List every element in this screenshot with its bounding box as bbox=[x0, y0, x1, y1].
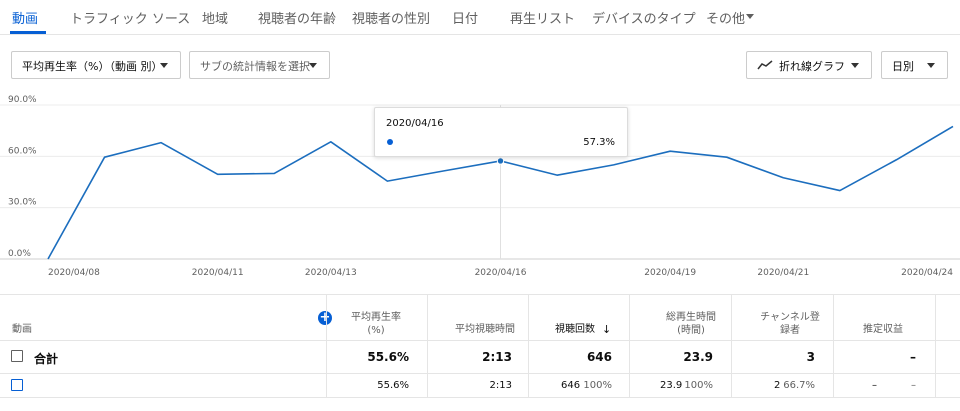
total-views: 646 bbox=[586, 350, 612, 364]
x-tick-label: 2020/04/19 bbox=[644, 268, 696, 278]
total-subscribers: 3 bbox=[806, 350, 815, 364]
sort-descending-icon[interactable]: ↓ bbox=[602, 323, 612, 336]
total-avg-percentage: 55.6% bbox=[367, 350, 409, 364]
header-line: (%) bbox=[367, 325, 385, 336]
column-header-revenue[interactable]: 推定収益 bbox=[833, 323, 933, 336]
row-subscribers-share: 66.7% bbox=[783, 380, 815, 391]
chevron-down-icon bbox=[927, 63, 935, 68]
column-header-avg-duration[interactable]: 平均視聴時間 bbox=[427, 323, 543, 336]
row-watch-time: 23.9 bbox=[660, 380, 683, 391]
x-tick-label: 2020/04/16 bbox=[475, 268, 527, 278]
total-revenue: – bbox=[910, 350, 916, 364]
header-line: チャンネル登 bbox=[760, 312, 820, 323]
y-tick-label: 60.0% bbox=[8, 146, 37, 156]
tooltip-value: 57.3% bbox=[583, 137, 615, 148]
metric-dropdown-label: 平均再生率（%）（動画 別） bbox=[22, 60, 163, 73]
tab-viewer-age[interactable]: 視聴者の年齢 bbox=[258, 12, 337, 27]
header-line: 平均視聴時間 bbox=[455, 324, 515, 335]
column-header-watch-time[interactable]: 総再生時間 (時間) bbox=[629, 311, 753, 337]
line-chart-icon bbox=[757, 60, 773, 70]
chevron-down-icon bbox=[160, 63, 168, 68]
row-divider bbox=[0, 340, 960, 341]
tab-more[interactable]: その他 bbox=[706, 12, 746, 27]
row-subscribers: 2 bbox=[774, 380, 781, 391]
chevron-down-icon bbox=[309, 63, 317, 68]
header-line: 総再生時間 bbox=[666, 312, 716, 323]
column-divider bbox=[629, 295, 630, 397]
secondary-metric-placeholder: サブの統計情報を選択 bbox=[200, 60, 310, 73]
column-divider bbox=[528, 295, 529, 397]
column-header-avg-percentage[interactable]: 平均再生率 (%) bbox=[326, 311, 426, 337]
chart-tooltip: 2020/04/16 57.3% bbox=[374, 107, 628, 157]
row-revenue: – bbox=[872, 380, 877, 391]
add-metric-button[interactable]: + bbox=[318, 310, 332, 325]
total-row-checkbox[interactable] bbox=[11, 350, 23, 362]
video-row-checkbox[interactable] bbox=[11, 379, 23, 391]
x-tick-label: 2020/04/24 bbox=[901, 268, 953, 278]
row-divider bbox=[0, 373, 960, 374]
tab-date[interactable]: 日付 bbox=[452, 12, 479, 27]
total-watch-time: 23.9 bbox=[683, 350, 713, 364]
active-tab-indicator bbox=[10, 31, 46, 34]
secondary-metric-dropdown[interactable]: サブの統計情報を選択 bbox=[189, 51, 330, 79]
chevron-down-icon bbox=[746, 14, 754, 19]
tab-playlist[interactable]: 再生リスト bbox=[510, 12, 576, 27]
row-watch-time-share: 100% bbox=[684, 380, 713, 391]
column-divider bbox=[935, 295, 936, 397]
y-tick-label: 0.0% bbox=[8, 249, 31, 259]
tab-device-type[interactable]: デバイスのタイプ bbox=[592, 12, 696, 27]
column-header-subscribers[interactable]: チャンネル登 録者 bbox=[731, 311, 849, 337]
header-line: 録者 bbox=[780, 325, 800, 336]
data-point-highlighted[interactable] bbox=[496, 157, 505, 165]
header-line: 推定収益 bbox=[863, 324, 903, 335]
y-tick-label: 30.0% bbox=[8, 198, 37, 208]
x-tick-label: 2020/04/11 bbox=[192, 268, 244, 278]
header-line: 視聴回数 bbox=[555, 324, 595, 335]
column-divider bbox=[833, 295, 834, 397]
y-tick-label: 90.0% bbox=[8, 95, 37, 105]
granularity-label: 日別 bbox=[892, 60, 914, 73]
series-dot-icon bbox=[387, 139, 393, 145]
tab-video[interactable]: 動画 bbox=[12, 12, 39, 27]
row-revenue-share: – bbox=[911, 380, 916, 391]
column-divider bbox=[731, 295, 732, 397]
column-divider bbox=[326, 295, 327, 397]
tab-viewer-gender[interactable]: 視聴者の性別 bbox=[352, 12, 431, 27]
table-divider bbox=[0, 294, 960, 295]
header-line: 平均再生率 bbox=[351, 312, 401, 323]
chevron-down-icon bbox=[851, 63, 859, 68]
x-tick-label: 2020/04/13 bbox=[305, 268, 357, 278]
tooltip-date: 2020/04/16 bbox=[386, 118, 444, 129]
row-avg-duration: 2:13 bbox=[489, 380, 512, 391]
row-views: 646 bbox=[561, 380, 581, 391]
row-views-share: 100% bbox=[583, 380, 612, 391]
x-tick-label: 2020/04/08 bbox=[48, 268, 100, 278]
column-divider bbox=[427, 295, 428, 397]
header-line: (時間) bbox=[677, 325, 705, 336]
row-avg-percentage: 55.6% bbox=[377, 380, 409, 391]
total-row-label: 合計 bbox=[34, 352, 59, 366]
tab-geography[interactable]: 地域 bbox=[202, 12, 229, 27]
tab-traffic-source[interactable]: トラフィック ソース bbox=[70, 12, 191, 27]
report-tabs: 動画 トラフィック ソース 地域 視聴者の年齢 視聴者の性別 日付 再生リスト … bbox=[0, 0, 960, 35]
column-header-views[interactable]: 視聴回数 bbox=[540, 323, 610, 336]
row-divider bbox=[0, 397, 960, 398]
x-tick-label: 2020/04/21 bbox=[757, 268, 809, 278]
chart-type-dropdown[interactable]: 折れ線グラフ bbox=[746, 51, 872, 79]
total-avg-duration: 2:13 bbox=[482, 350, 512, 364]
chart-type-label: 折れ線グラフ bbox=[779, 60, 845, 73]
metric-dropdown[interactable]: 平均再生率（%）（動画 別） bbox=[11, 51, 181, 79]
granularity-dropdown[interactable]: 日別 bbox=[881, 51, 948, 79]
column-header-video: 動画 bbox=[12, 324, 32, 335]
